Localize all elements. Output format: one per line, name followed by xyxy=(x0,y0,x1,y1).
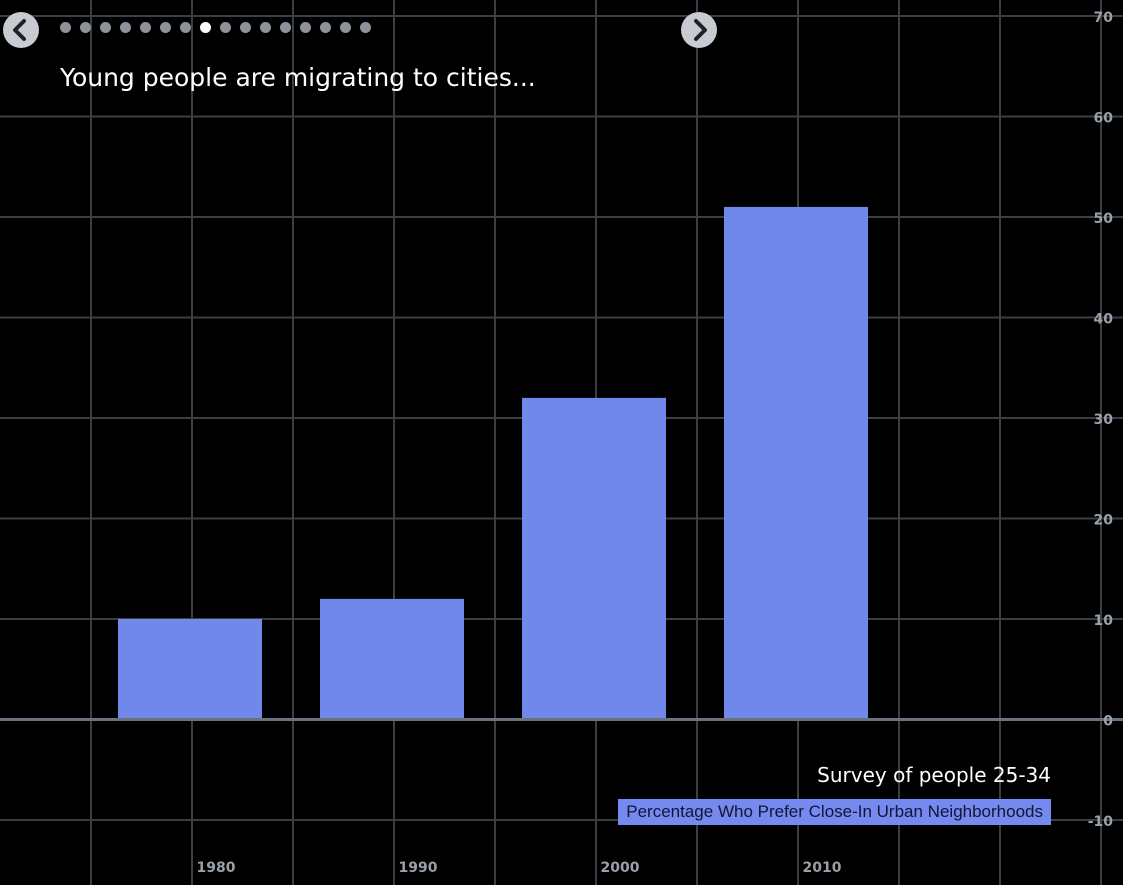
pagination-dot[interactable] xyxy=(360,22,371,33)
bar-1980 xyxy=(118,619,262,720)
pagination-dot[interactable] xyxy=(280,22,291,33)
chart-subtitle: Survey of people 25-34 xyxy=(817,763,1051,787)
pagination-dot[interactable] xyxy=(300,22,311,33)
y-axis-ticks: 70 60 50 40 30 20 10 0 -10 xyxy=(1088,10,1114,830)
y-tick-label: 70 xyxy=(1094,10,1114,26)
y-tick-label: 0 xyxy=(1103,714,1113,730)
bar-2000 xyxy=(522,397,666,720)
pagination-dot-active[interactable] xyxy=(200,22,211,33)
pagination-dot[interactable] xyxy=(100,22,111,33)
pagination-dot[interactable] xyxy=(60,22,71,33)
chevron-right-icon xyxy=(694,19,707,41)
bar-series xyxy=(118,206,868,720)
slide-pagination xyxy=(60,22,380,34)
y-tick-label: -10 xyxy=(1088,814,1114,830)
pagination-dot[interactable] xyxy=(260,22,271,33)
chart-title: Young people are migrating to cities... xyxy=(60,63,536,92)
pagination-dot[interactable] xyxy=(80,22,91,33)
y-tick-label: 50 xyxy=(1094,211,1114,227)
pagination-dot[interactable] xyxy=(120,22,131,33)
x-tick-label: 1990 xyxy=(399,860,438,876)
bar-1990 xyxy=(320,598,464,720)
y-tick-label: 20 xyxy=(1094,513,1114,529)
pagination-dot[interactable] xyxy=(220,22,231,33)
y-tick-label: 40 xyxy=(1094,312,1114,328)
x-tick-label: 2000 xyxy=(601,860,640,876)
pagination-dot[interactable] xyxy=(160,22,171,33)
y-tick-label: 10 xyxy=(1094,613,1114,629)
bar-2010 xyxy=(724,206,868,720)
x-tick-label: 2010 xyxy=(803,860,842,876)
pagination-dot[interactable] xyxy=(340,22,351,33)
next-slide-button[interactable] xyxy=(681,12,717,48)
pagination-dot[interactable] xyxy=(320,22,331,33)
pagination-dot[interactable] xyxy=(140,22,151,33)
y-tick-label: 30 xyxy=(1094,412,1114,428)
pagination-dot[interactable] xyxy=(180,22,191,33)
y-tick-label: 60 xyxy=(1094,111,1114,127)
legend-series-label: Percentage Who Prefer Close-In Urban Nei… xyxy=(618,799,1051,825)
pagination-dot[interactable] xyxy=(240,22,251,33)
x-tick-label: 1980 xyxy=(197,860,236,876)
chevron-left-icon xyxy=(13,19,26,41)
previous-slide-button[interactable] xyxy=(3,12,39,48)
x-axis-ticks: 1980 1990 2000 2010 xyxy=(197,860,842,876)
